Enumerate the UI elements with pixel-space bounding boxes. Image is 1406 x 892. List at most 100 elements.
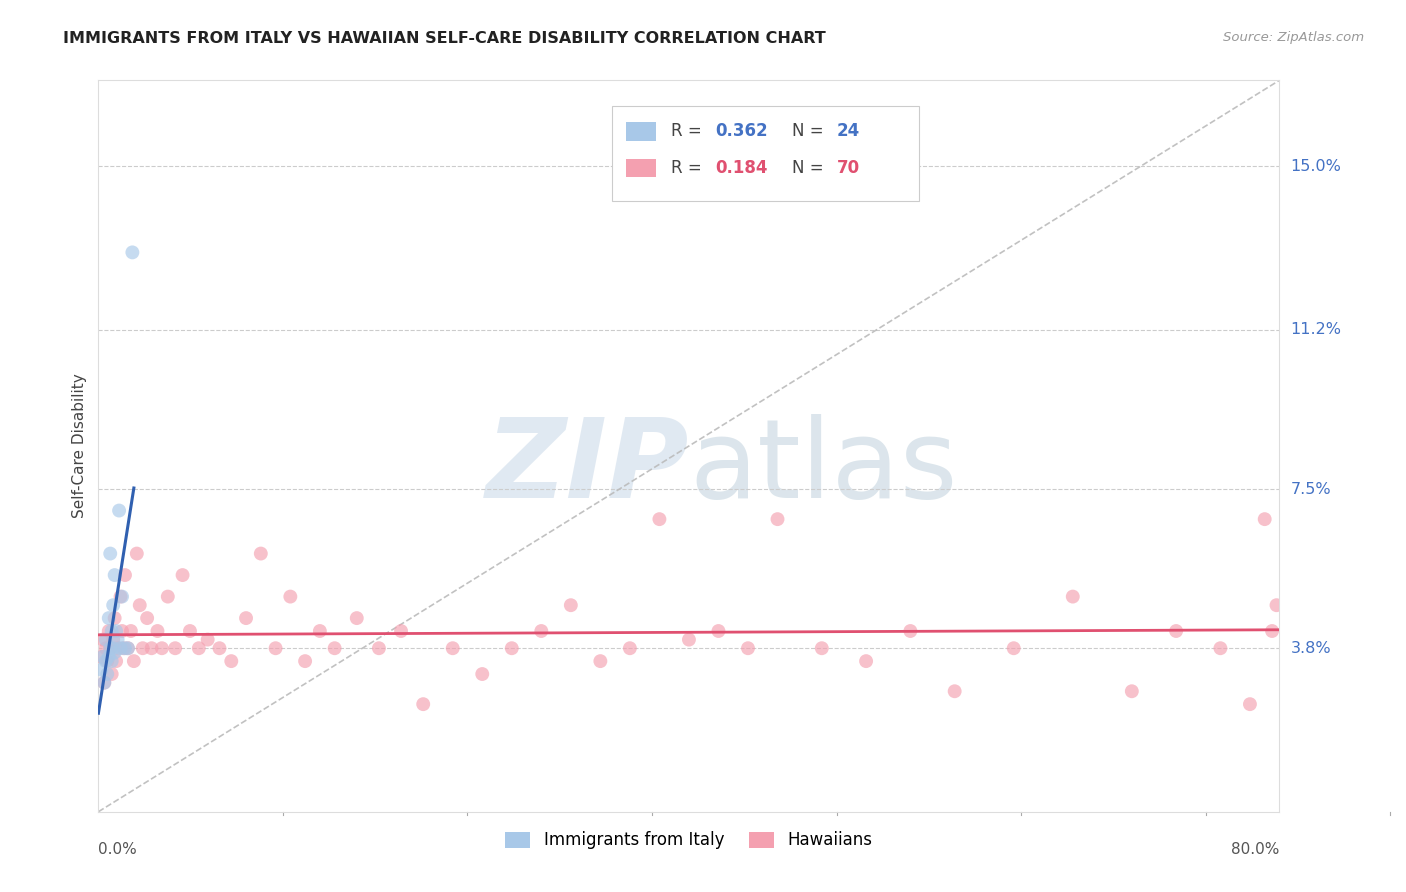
Point	[103, 632, 125, 647]
Point	[678, 632, 700, 647]
Text: 11.2%: 11.2%	[1291, 322, 1341, 337]
Point	[121, 245, 143, 260]
Point	[100, 667, 122, 681]
Point	[619, 641, 641, 656]
Point	[104, 646, 127, 660]
Point	[221, 654, 243, 668]
Point	[389, 624, 412, 638]
Point	[471, 667, 494, 681]
Text: N =: N =	[792, 159, 828, 177]
Text: 0.0%: 0.0%	[98, 842, 138, 857]
Text: atlas: atlas	[689, 415, 957, 522]
Point	[97, 611, 120, 625]
Text: 24: 24	[837, 122, 860, 140]
Text: 0.362: 0.362	[714, 122, 768, 140]
Point	[589, 654, 612, 668]
Point	[94, 641, 117, 656]
Point	[441, 641, 464, 656]
Point	[323, 641, 346, 656]
Point	[114, 641, 136, 656]
Text: 80.0%: 80.0%	[1232, 842, 1279, 857]
Point	[737, 641, 759, 656]
Point	[104, 611, 127, 625]
FancyBboxPatch shape	[612, 106, 920, 201]
Point	[187, 641, 209, 656]
Point	[1239, 697, 1261, 711]
Point	[100, 654, 122, 668]
Point	[108, 503, 131, 517]
Point	[172, 568, 194, 582]
Point	[146, 624, 169, 638]
Point	[309, 624, 332, 638]
Point	[96, 654, 118, 668]
Point	[93, 675, 115, 690]
Point	[1121, 684, 1143, 698]
Point	[280, 590, 302, 604]
Point	[117, 641, 139, 656]
Point	[98, 641, 121, 656]
Point	[943, 684, 966, 698]
Point	[110, 641, 132, 656]
Point	[156, 590, 179, 604]
Text: 0.184: 0.184	[714, 159, 768, 177]
Point	[1265, 598, 1288, 612]
Text: N =: N =	[792, 122, 828, 140]
Point	[90, 663, 112, 677]
Point	[91, 649, 114, 664]
Point	[1062, 590, 1084, 604]
Text: R =: R =	[671, 122, 707, 140]
Point	[235, 611, 257, 625]
Point	[179, 624, 201, 638]
Point	[1002, 641, 1025, 656]
Point	[107, 632, 129, 647]
FancyBboxPatch shape	[626, 159, 655, 178]
Text: Source: ZipAtlas.com: Source: ZipAtlas.com	[1223, 31, 1364, 45]
Point	[111, 590, 134, 604]
Point	[96, 667, 118, 681]
Point	[530, 624, 553, 638]
Point	[855, 654, 877, 668]
Text: ZIP: ZIP	[485, 415, 689, 522]
Point	[94, 632, 117, 647]
Point	[707, 624, 730, 638]
Point	[294, 654, 316, 668]
Point	[125, 547, 148, 561]
Point	[105, 654, 128, 668]
Point	[97, 624, 120, 638]
Point	[103, 598, 125, 612]
Point	[250, 547, 273, 561]
Point	[104, 568, 127, 582]
Point	[766, 512, 789, 526]
Point	[105, 624, 128, 638]
Point	[98, 547, 121, 561]
FancyBboxPatch shape	[626, 122, 655, 141]
Text: R =: R =	[671, 159, 707, 177]
Point	[165, 641, 187, 656]
Point	[1166, 624, 1188, 638]
Point	[120, 624, 142, 638]
Point	[110, 590, 132, 604]
Point	[197, 632, 219, 647]
Text: 7.5%: 7.5%	[1291, 482, 1331, 497]
Point	[103, 641, 125, 656]
Point	[150, 641, 173, 656]
Point	[112, 641, 135, 656]
Text: 15.0%: 15.0%	[1291, 159, 1341, 174]
Point	[90, 649, 112, 664]
Point	[100, 624, 122, 638]
Point	[412, 697, 434, 711]
Point	[141, 641, 163, 656]
Text: IMMIGRANTS FROM ITALY VS HAWAIIAN SELF-CARE DISABILITY CORRELATION CHART: IMMIGRANTS FROM ITALY VS HAWAIIAN SELF-C…	[63, 31, 825, 46]
Point	[1254, 512, 1277, 526]
Text: 70: 70	[837, 159, 859, 177]
Point	[208, 641, 231, 656]
Legend: Immigrants from Italy, Hawaiians: Immigrants from Italy, Hawaiians	[499, 825, 879, 856]
Point	[128, 598, 150, 612]
Point	[132, 641, 155, 656]
Y-axis label: Self-Care Disability: Self-Care Disability	[72, 374, 87, 518]
Point	[111, 624, 134, 638]
Point	[900, 624, 922, 638]
Point	[810, 641, 832, 656]
Text: 3.8%: 3.8%	[1291, 640, 1331, 656]
Point	[368, 641, 391, 656]
